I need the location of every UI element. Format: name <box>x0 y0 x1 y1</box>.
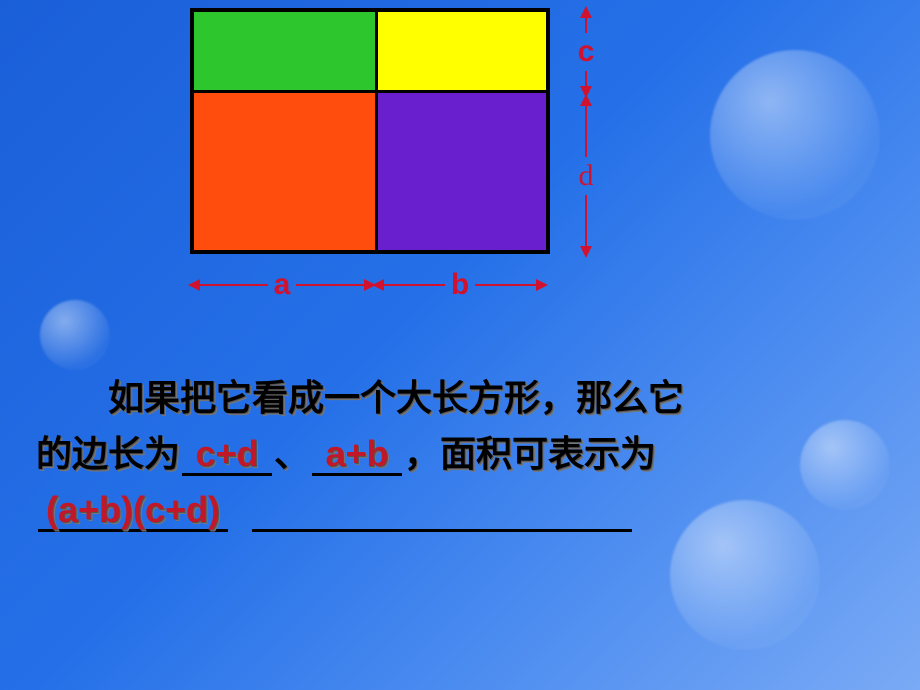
dim-label-a: a <box>268 268 297 302</box>
dimension-bottom: a b <box>190 264 550 306</box>
dim-label-d: d <box>579 157 594 195</box>
blank4-empty <box>252 490 632 533</box>
decorative-orb <box>40 300 110 370</box>
blank3-answer: (a+b)(c+d) <box>46 489 220 530</box>
text-line2-suffix: ，面积可表示为 <box>404 433 656 474</box>
text-line2-prefix: 的边长为 <box>36 433 180 474</box>
cell-top-left <box>194 12 378 93</box>
separator: 、 <box>274 433 310 474</box>
blank2-answer: a+b <box>326 433 389 474</box>
question-text: 如果把它看成一个大长方形，那么它 的边长为 c+d 、 a+b ，面积可表示为 (a+b… <box>36 370 884 537</box>
decorative-orb <box>710 50 880 220</box>
cell-bottom-right <box>378 93 546 250</box>
dim-label-c: c <box>578 33 595 71</box>
blank1-answer: c+d <box>195 433 258 474</box>
text-line1: 如果把它看成一个大长方形，那么它 <box>108 377 684 418</box>
cell-top-right <box>378 12 546 93</box>
dimension-right: c d <box>564 8 608 258</box>
rectangle-outer <box>190 8 550 254</box>
cell-bottom-left <box>194 93 378 250</box>
dim-label-b: b <box>445 268 475 302</box>
area-diagram: a b c d <box>190 8 608 258</box>
